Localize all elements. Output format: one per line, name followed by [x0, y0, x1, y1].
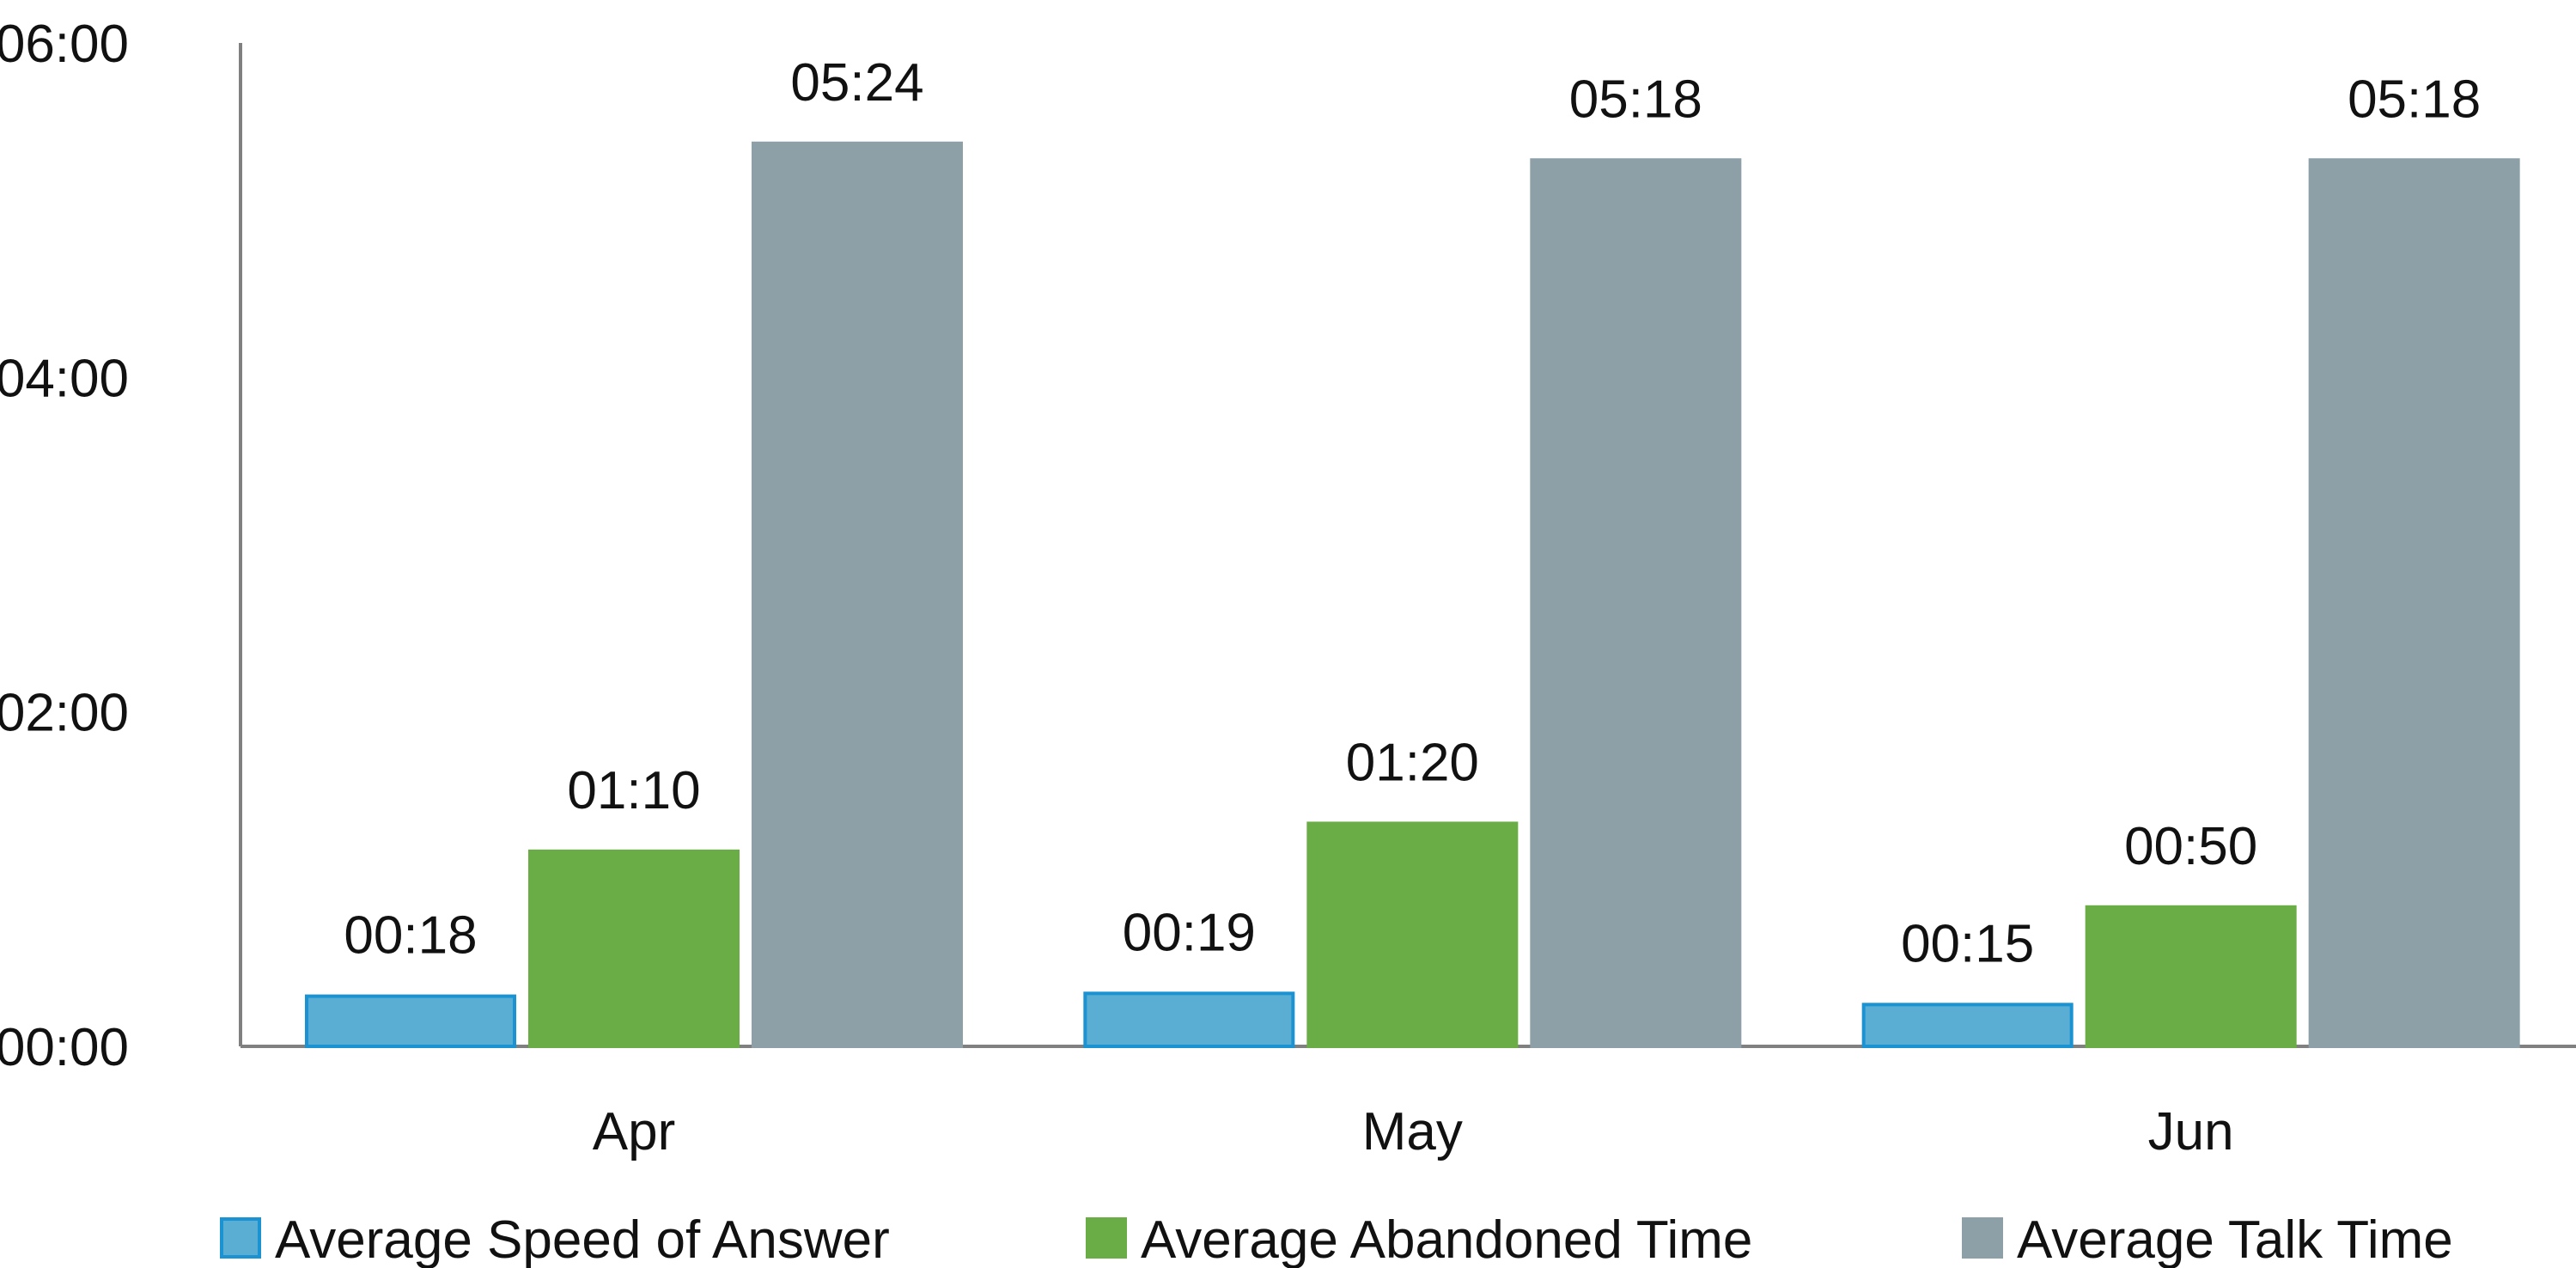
bar-average-abandoned-time-apr	[528, 849, 740, 1049]
legend-label: Average Speed of Answer	[275, 1210, 890, 1268]
y-tick-label: 02:00	[0, 684, 129, 743]
legend: Average Speed of Answer Average Abandoned…	[220, 1210, 2453, 1268]
legend-swatch-average-talk-time	[1962, 1217, 2003, 1259]
data-label: 05:18	[2348, 70, 2481, 129]
bar-average-talk-time-jun	[2308, 158, 2520, 1048]
data-label: 05:24	[790, 53, 923, 113]
data-label: 00:19	[1123, 903, 1256, 962]
bar-average-abandoned-time-jun	[2085, 905, 2297, 1049]
data-labels: 00:18 01:10 05:24 00:19 01:20 05:18 00:15 00:50…	[344, 53, 2481, 974]
bar-average-speed-of-answer-may	[1083, 991, 1295, 1049]
x-tick-label-jun: Jun	[2148, 1102, 2234, 1161]
bar-average-talk-time-apr	[752, 141, 963, 1048]
axes: 00:00 02:00 04:00 06:00 Apr May Jun	[0, 15, 2576, 1161]
legend-swatch-average-speed-of-answer	[220, 1217, 261, 1259]
legend-swatch-average-abandoned-time	[1086, 1217, 1127, 1259]
bar-average-abandoned-time-may	[1306, 821, 1519, 1048]
data-label: 01:20	[1346, 733, 1479, 792]
y-tick-label: 00:00	[0, 1018, 129, 1077]
bar-average-speed-of-answer-jun	[1861, 1003, 2074, 1049]
y-tick-label: 04:00	[0, 349, 129, 408]
bar-average-speed-of-answer-apr	[305, 994, 516, 1048]
legend-label: Average Talk Time	[2017, 1210, 2453, 1268]
data-label: 00:18	[344, 906, 477, 966]
data-label: 01:10	[567, 761, 700, 820]
bar-average-talk-time-may	[1530, 158, 1742, 1048]
data-label: 00:15	[1901, 914, 2034, 973]
x-tick-label-apr: Apr	[593, 1102, 675, 1161]
y-tick-label: 06:00	[0, 15, 129, 74]
legend-label: Average Abandoned Time	[1141, 1210, 1752, 1268]
x-tick-label-may: May	[1362, 1102, 1463, 1161]
bars	[305, 141, 2520, 1049]
data-label: 05:18	[1569, 70, 1702, 129]
data-label: 00:50	[2124, 817, 2257, 876]
